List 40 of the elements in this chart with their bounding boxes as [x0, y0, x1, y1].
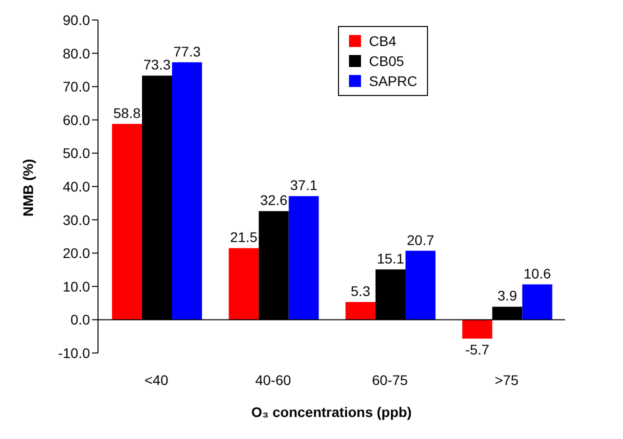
data-label: 5.3 — [350, 283, 370, 300]
bar — [228, 248, 259, 320]
y-tick-label: 30.0 — [62, 212, 90, 228]
legend-label: CB05 — [369, 52, 404, 71]
x-tick-label: <40 — [144, 372, 168, 388]
y-tick-label: 60.0 — [62, 112, 90, 128]
y-tick-label: -10.0 — [58, 344, 90, 361]
data-label: 73.3 — [143, 56, 171, 73]
y-tick-label: 50.0 — [62, 145, 90, 162]
legend-label: CB4 — [369, 32, 396, 51]
data-label: 32.6 — [260, 192, 288, 208]
y-tick-label: 80.0 — [62, 45, 90, 62]
y-tick-label: 0.0 — [70, 312, 90, 328]
legend-label: SAPRC — [369, 72, 418, 91]
data-label: 37.1 — [290, 177, 318, 194]
y-tick-label: 70.0 — [62, 78, 90, 95]
y-tick-label: 40.0 — [62, 178, 90, 194]
data-label: 77.3 — [173, 43, 201, 60]
y-tick-label: 10.0 — [62, 278, 90, 294]
bar — [172, 62, 202, 320]
data-label: -5.7 — [465, 342, 490, 358]
data-label: 10.6 — [524, 265, 552, 282]
data-label: 58.8 — [113, 104, 141, 121]
x-tick-label: >75 — [494, 372, 519, 388]
data-label: 21.5 — [230, 229, 258, 246]
data-label: 3.9 — [498, 288, 518, 304]
bar — [112, 124, 142, 320]
y-tick-label: 90.0 — [62, 12, 90, 28]
bar — [346, 302, 376, 320]
data-label: 20.7 — [406, 232, 434, 248]
x-tick-label: 40-60 — [255, 372, 292, 388]
x-tick-label: 60-75 — [372, 372, 408, 388]
data-label: 15.1 — [376, 250, 404, 266]
bar — [462, 320, 492, 339]
y-axis-title: NMB (%) — [20, 158, 36, 216]
y-tick-label: 20.0 — [62, 245, 90, 262]
bar — [406, 250, 436, 320]
x-axis-title: O₃ concentrations (ppb) — [251, 404, 412, 420]
bar — [522, 284, 552, 320]
bar — [288, 196, 319, 320]
